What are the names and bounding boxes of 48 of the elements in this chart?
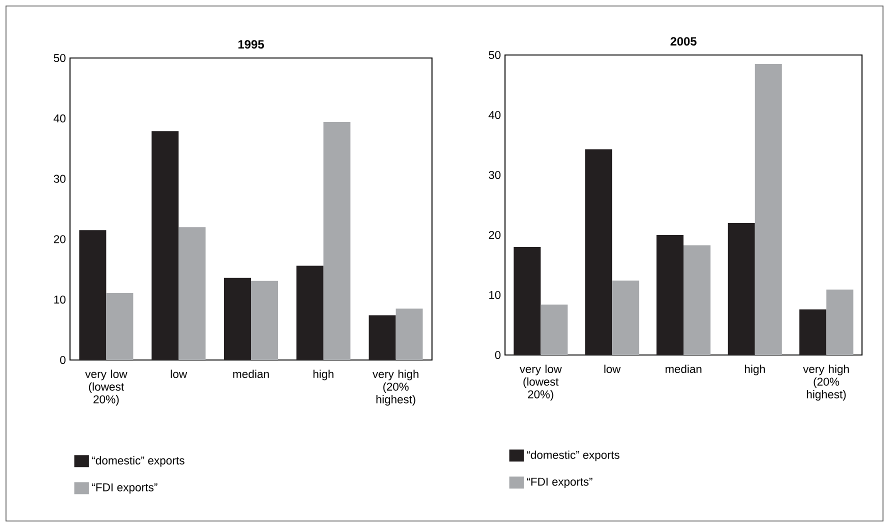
bar (585, 149, 612, 355)
bar (684, 245, 710, 355)
x-tick-label: high (313, 370, 334, 380)
y-tick-label: 30 (54, 174, 66, 183)
x-tick-label: median (666, 364, 702, 374)
x-tick-label: very low (lowest 20%) (520, 364, 562, 401)
legend-label: “domestic” exports (527, 450, 620, 462)
legend-label: “domestic” exports (92, 456, 184, 467)
y-tick-label: 20 (54, 235, 66, 244)
bar (224, 278, 252, 360)
y-tick-label: 50 (54, 54, 66, 62)
bar (799, 309, 826, 355)
bar (540, 304, 568, 355)
x-tick-label: very high (20% highest) (372, 370, 418, 406)
bar (396, 308, 423, 360)
x-tick-label: very low (lowest 20%) (85, 370, 128, 406)
legend-label: “FDI exports” (527, 478, 592, 488)
x-tick-label: low (170, 370, 188, 378)
bar (79, 230, 106, 360)
y-tick-label: 20 (488, 230, 501, 239)
y-tick-label: 40 (54, 114, 66, 122)
bar (754, 64, 782, 355)
bar (251, 280, 278, 360)
x-tick-label: very high (20% highest) (803, 364, 849, 401)
y-tick-label: 30 (488, 170, 501, 179)
bar (296, 266, 324, 360)
y-tick-label: 50 (488, 50, 501, 59)
y-tick-label: 0 (60, 356, 66, 364)
bar (152, 131, 179, 360)
bar (178, 227, 206, 360)
bar (656, 234, 684, 355)
x-tick-label: low (604, 364, 621, 374)
x-tick-label: median (233, 370, 269, 378)
bar (514, 246, 541, 355)
bar (106, 292, 134, 360)
bar (728, 222, 755, 355)
y-tick-label: 10 (489, 290, 501, 299)
bar (323, 122, 350, 360)
bar (826, 290, 854, 355)
chart-title: 1995 (238, 40, 264, 49)
chart-title: 2005 (670, 37, 697, 46)
x-tick-label: high (744, 364, 765, 376)
bar (612, 280, 640, 355)
y-tick-label: 0 (495, 350, 501, 359)
y-tick-label: 40 (488, 110, 501, 119)
legend-label: “FDI exports” (92, 483, 158, 494)
y-tick-label: 10 (54, 296, 66, 304)
bar (368, 315, 396, 360)
